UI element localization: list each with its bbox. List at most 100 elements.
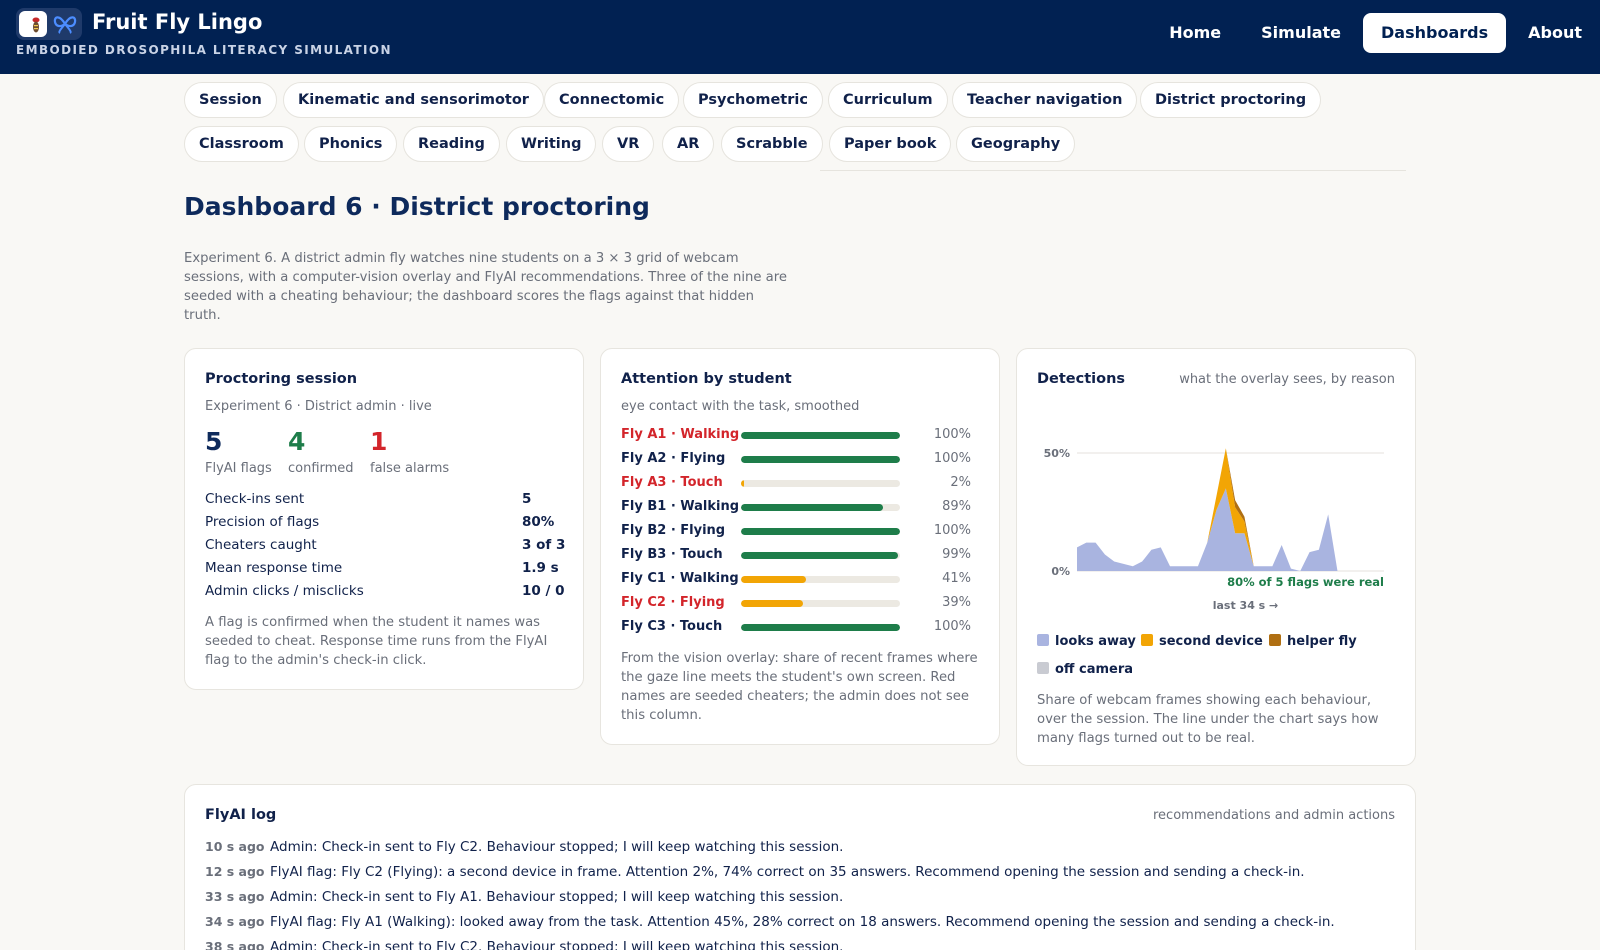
nav-about[interactable]: About	[1528, 23, 1582, 42]
wing-icon	[53, 16, 77, 34]
attention-percent: 39%	[942, 595, 971, 610]
card-title: Proctoring session	[205, 371, 358, 387]
session-footnote: A flag is confirmed when the student it …	[205, 615, 548, 668]
attention-percent: 41%	[942, 571, 971, 586]
student-name: Fly B1 · Walking	[621, 499, 740, 514]
proctoring-session-card: Proctoring session Experiment 6 · Distri…	[184, 348, 584, 690]
detections-footnote: Share of webcam frames showing each beha…	[1037, 693, 1379, 746]
tab-scrabble[interactable]: Scrabble	[721, 126, 823, 162]
attention-percent: 2%	[950, 475, 971, 490]
log-entry: Admin: Check-in sent to Fly C2. Behaviou…	[270, 939, 844, 950]
page-intro: Experiment 6. A district admin fly watch…	[184, 251, 788, 323]
flags-summary: 80% of 5 flags were real	[1227, 575, 1384, 589]
false-alarms-count: 1	[370, 427, 388, 456]
student-name: Fly C3 · Touch	[621, 619, 723, 634]
attention-bar-fill	[741, 480, 745, 487]
attention-bar-fill	[741, 624, 900, 631]
tab-reading[interactable]: Reading	[403, 126, 500, 162]
tab-district-proctoring[interactable]: District proctoring	[1140, 82, 1322, 118]
main-nav: Home Simulate Dashboards About	[1147, 13, 1600, 53]
log-time: 10 s ago	[205, 839, 265, 854]
card-title: FlyAI log	[205, 807, 277, 823]
attention-bar-fill	[741, 600, 803, 607]
nav-simulate[interactable]: Simulate	[1261, 23, 1342, 42]
app-title: Fruit Fly Lingo	[92, 10, 263, 34]
tab-classroom[interactable]: Classroom	[184, 126, 299, 162]
tab-psychometric[interactable]: Psychometric	[683, 82, 823, 118]
stat-label: Mean response time	[205, 560, 343, 576]
y-tick-label: 50%	[1044, 447, 1070, 460]
flyai-log-card: FlyAI log recommendations and admin acti…	[184, 784, 1416, 950]
legend-item: off camera	[1037, 662, 1133, 677]
log-time: 12 s ago	[205, 864, 265, 879]
series-area-second-device	[1077, 448, 1384, 571]
attention-footnote: From the vision overlay: share of recent…	[621, 651, 978, 723]
legend-label: looks away	[1055, 634, 1136, 649]
attention-bar-fill	[741, 576, 807, 583]
false-alarms-label: false alarms	[370, 461, 450, 476]
stat-value: 3 of 3	[522, 537, 566, 553]
student-name: Fly B2 · Flying	[621, 523, 726, 538]
log-entry: FlyAI flag: Fly A1 (Walking): looked awa…	[270, 914, 1335, 930]
card-subtitle: recommendations and admin actions	[1153, 808, 1395, 823]
attention-bar	[741, 528, 900, 535]
student-name: Fly A2 · Flying	[621, 451, 726, 466]
student-name: Fly C1 · Walking	[621, 571, 739, 586]
attention-bar-fill	[741, 528, 900, 535]
log-time: 34 s ago	[205, 914, 265, 929]
tab-geography[interactable]: Geography	[956, 126, 1076, 162]
confirmed-count: 4	[288, 427, 306, 456]
tab-kinematic[interactable]: Kinematic and sensorimotor	[283, 82, 544, 118]
card-subtitle: Experiment 6 · District admin · live	[205, 399, 432, 414]
legend-item: looks away	[1037, 634, 1136, 649]
attention-bar	[741, 576, 900, 583]
attention-bar	[741, 504, 900, 511]
attention-bar-fill	[741, 456, 900, 463]
tab-phonics[interactable]: Phonics	[304, 126, 398, 162]
card-subtitle: what the overlay sees, by reason	[1179, 372, 1395, 387]
app-logo[interactable]	[16, 8, 82, 40]
logo-tile	[19, 11, 47, 37]
top-bar: Fruit Fly Lingo EMBODIED DROSOPHILA LITE…	[0, 0, 1600, 74]
tab-connectomic[interactable]: Connectomic	[544, 82, 680, 118]
student-name: Fly C2 · Flying	[621, 595, 725, 610]
stat-label: Precision of flags	[205, 514, 320, 530]
tab-teacher-navigation[interactable]: Teacher navigation	[952, 82, 1138, 118]
flags-label: FlyAI flags	[205, 461, 272, 476]
attention-bar-fill	[741, 432, 900, 439]
tab-writing[interactable]: Writing	[506, 126, 597, 162]
attention-bar-fill	[741, 552, 899, 559]
tab-divider	[820, 170, 1406, 171]
tab-session[interactable]: Session	[184, 82, 277, 118]
tab-vr[interactable]: VR	[602, 126, 655, 162]
stat-label: Admin clicks / misclicks	[205, 583, 364, 599]
attention-bar	[741, 480, 900, 487]
flags-count: 5	[205, 427, 223, 456]
nav-dashboards[interactable]: Dashboards	[1363, 13, 1507, 53]
stat-value: 5	[522, 491, 532, 507]
legend-swatch	[1037, 634, 1049, 646]
stat-value: 1.9 s	[522, 560, 559, 576]
confirmed-label: confirmed	[288, 461, 354, 476]
legend-label: off camera	[1055, 662, 1134, 677]
legend-label: second device	[1159, 634, 1263, 649]
nav-home[interactable]: Home	[1169, 23, 1222, 42]
tab-curriculum[interactable]: Curriculum	[828, 82, 948, 118]
attention-percent: 89%	[942, 499, 971, 514]
legend-item: second device	[1141, 634, 1263, 649]
fly-icon	[32, 17, 40, 33]
attention-percent: 99%	[942, 547, 971, 562]
log-time: 33 s ago	[205, 889, 265, 904]
log-entry: Admin: Check-in sent to Fly A1. Behaviou…	[270, 889, 844, 905]
card-title: Detections	[1037, 371, 1126, 387]
legend-swatch	[1037, 662, 1049, 674]
tab-ar[interactable]: AR	[662, 126, 715, 162]
attention-bar	[741, 432, 900, 439]
tab-paper-book[interactable]: Paper book	[829, 126, 952, 162]
log-time: 38 s ago	[205, 939, 265, 950]
log-entry: Admin: Check-in sent to Fly C2. Behaviou…	[270, 839, 844, 855]
card-title: Attention by student	[621, 371, 792, 387]
attention-percent: 100%	[933, 451, 971, 466]
attention-bar-fill	[741, 504, 883, 511]
log-entry: FlyAI flag: Fly C2 (Flying): a second de…	[270, 864, 1305, 880]
